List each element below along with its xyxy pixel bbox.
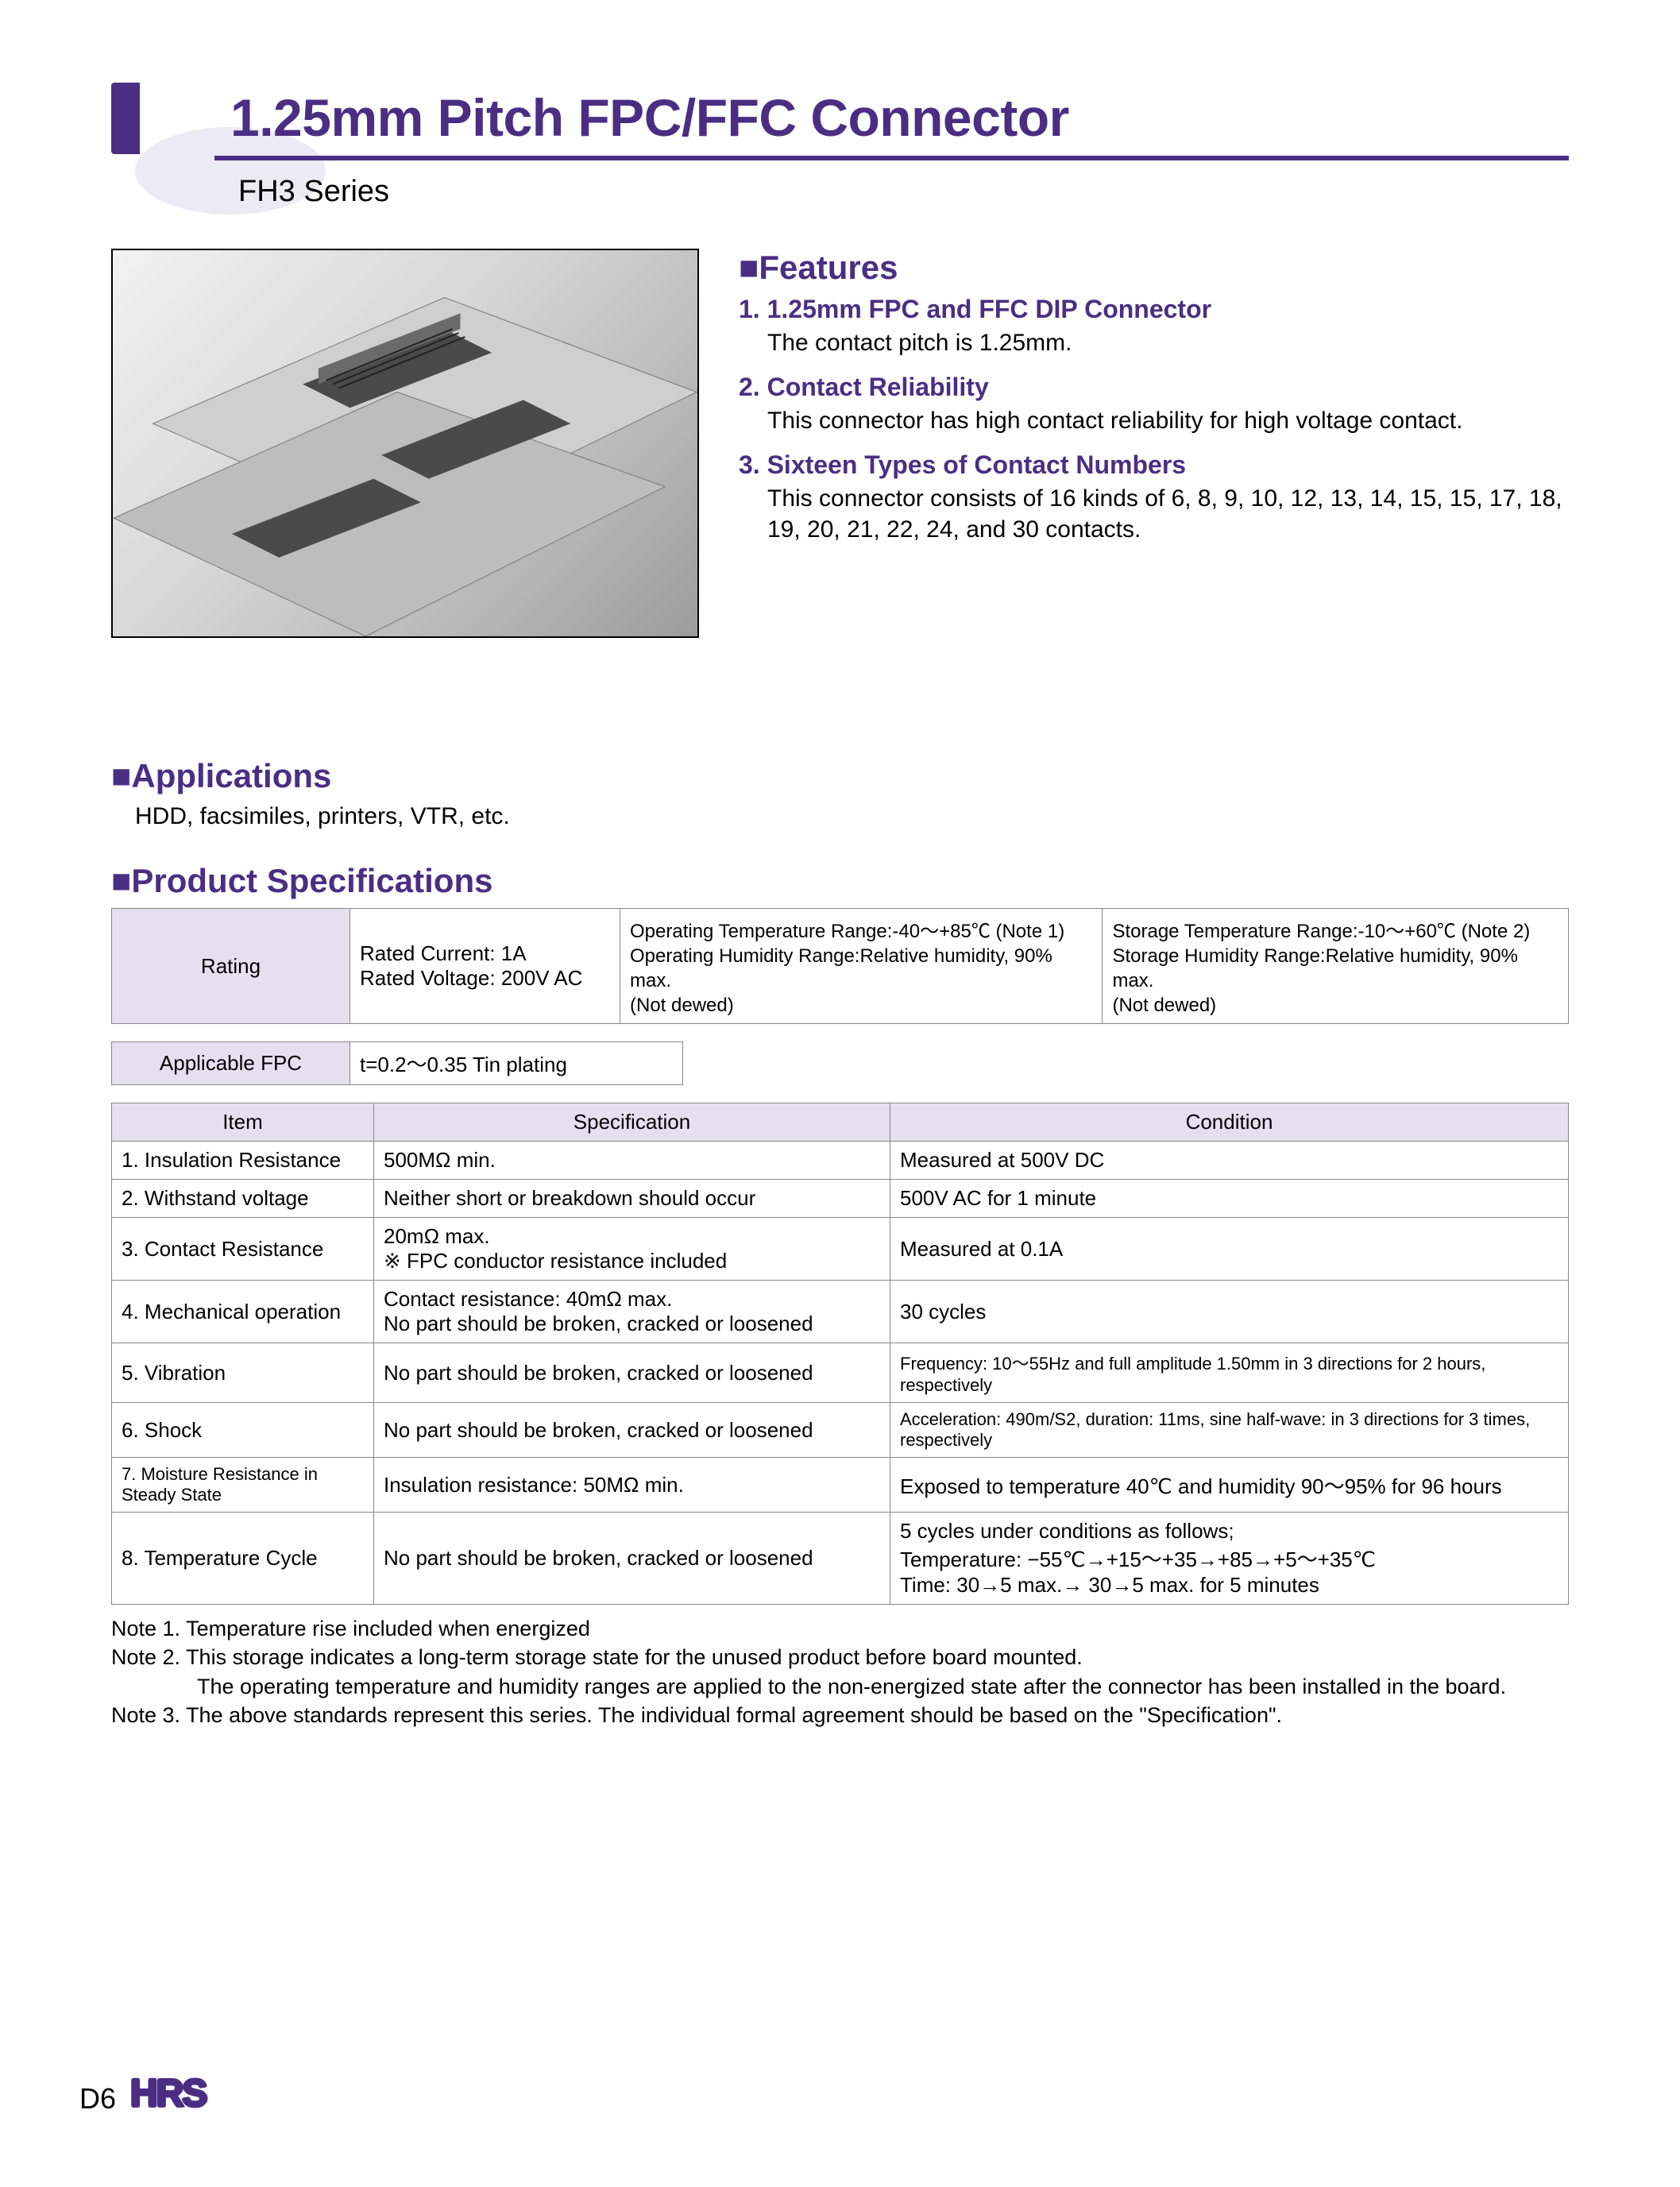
- series-label: FH3 Series: [238, 175, 1569, 209]
- hrs-logo-icon: HRS: [130, 2072, 206, 2116]
- features-heading: ■Features: [739, 249, 1569, 287]
- product-specifications-section: ■Product Specifications Rating Rated Cur…: [111, 862, 1569, 1730]
- page-footer: D6 HRS: [79, 2072, 206, 2116]
- note-1: Note 1. Temperature rise included when e…: [111, 1614, 1569, 1643]
- spec-cond-cell: Exposed to temperature 40℃ and humidity …: [890, 1458, 1569, 1513]
- prodspec-heading: ■Product Specifications: [111, 862, 1569, 900]
- fpc-label-cell: Applicable FPC: [112, 1042, 350, 1085]
- features-heading-text: Features: [759, 249, 898, 286]
- spec-spec-cell: No part should be broken, cracked or loo…: [374, 1403, 890, 1458]
- square-bullet-icon: ■: [739, 249, 759, 286]
- spec-item-cell: 5. Vibration: [112, 1343, 374, 1403]
- page-number: D6: [79, 2082, 116, 2116]
- rating-table: Rating Rated Current: 1A Rated Voltage: …: [111, 908, 1569, 1024]
- spec-spec-cell: 20mΩ max. ※ FPC conductor resistance inc…: [374, 1218, 890, 1281]
- square-bullet-icon: ■: [111, 862, 131, 899]
- spec-col-spec: Specification: [374, 1103, 890, 1142]
- note-2b: The operating temperature and humidity r…: [197, 1672, 1569, 1701]
- applications-body: HDD, facsimiles, printers, VTR, etc.: [135, 803, 1569, 830]
- spec-spec-cell: Insulation resistance: 50MΩ min.: [374, 1458, 890, 1513]
- spec-spec-cell: Contact resistance: 40mΩ max. No part sh…: [374, 1281, 890, 1343]
- spec-item-cell: 7. Moisture Resistance in Steady State: [112, 1458, 374, 1513]
- spec-table: Item Specification Condition 1. Insulati…: [111, 1103, 1569, 1605]
- spec-item-cell: 6. Shock: [112, 1403, 374, 1458]
- spec-cond-cell: Acceleration: 490m/S2, duration: 11ms, s…: [890, 1403, 1569, 1458]
- spec-spec-cell: 500MΩ min.: [374, 1142, 890, 1180]
- fpc-table: Applicable FPC t=0.2～0.35 Tin plating: [111, 1041, 683, 1085]
- spec-item-cell: 4. Mechanical operation: [112, 1281, 374, 1343]
- spec-spec-cell: No part should be broken, cracked or loo…: [374, 1343, 890, 1403]
- spec-item-cell: 8. Temperature Cycle: [112, 1513, 374, 1605]
- spec-cond-cell: 30 cycles: [890, 1281, 1569, 1343]
- rating-label-cell: Rating: [112, 909, 350, 1024]
- features-section: ■Features 1. 1.25mm FPC and FFC DIP Conn…: [739, 249, 1569, 638]
- operating-cell: Operating Temperature Range:-40～+85℃ (No…: [620, 909, 1103, 1024]
- note-2: Note 2. This storage indicates a long-te…: [111, 1643, 1569, 1671]
- table-row: 3. Contact Resistance20mΩ max. ※ FPC con…: [112, 1218, 1569, 1281]
- title-rule: [214, 156, 1569, 160]
- spec-col-cond: Condition: [890, 1103, 1569, 1142]
- notes-block: Note 1. Temperature rise included when e…: [111, 1614, 1569, 1730]
- spec-item-cell: 3. Contact Resistance: [112, 1218, 374, 1281]
- applications-section: ■Applications HDD, facsimiles, printers,…: [111, 757, 1569, 830]
- product-image: [111, 249, 699, 638]
- table-row: 7. Moisture Resistance in Steady StateIn…: [112, 1458, 1569, 1513]
- spec-col-item: Item: [112, 1103, 374, 1142]
- table-row: 6. ShockNo part should be broken, cracke…: [112, 1403, 1569, 1458]
- spec-cond-cell: Measured at 0.1A: [890, 1218, 1569, 1281]
- feature-2-title: 2. Contact Reliability: [739, 373, 1569, 402]
- feature-2-body: This connector has high contact reliabil…: [767, 405, 1569, 436]
- applications-heading-text: Applications: [131, 757, 331, 794]
- fpc-value-cell: t=0.2～0.35 Tin plating: [350, 1042, 683, 1085]
- spec-item-cell: 2. Withstand voltage: [112, 1180, 374, 1218]
- prodspec-heading-text: Product Specifications: [131, 862, 492, 899]
- feature-3-title: 3. Sixteen Types of Contact Numbers: [739, 450, 1569, 480]
- title-block: 1.25mm Pitch FPC/FFC Connector FH3 Serie…: [111, 87, 1569, 209]
- spec-item-cell: 1. Insulation Resistance: [112, 1142, 374, 1180]
- top-row: ■Features 1. 1.25mm FPC and FFC DIP Conn…: [111, 249, 1569, 638]
- spec-cond-cell: Measured at 500V DC: [890, 1142, 1569, 1180]
- spec-cond-cell: 500V AC for 1 minute: [890, 1180, 1569, 1218]
- connector-illustration-icon: [113, 250, 697, 636]
- spec-spec-cell: Neither short or breakdown should occur: [374, 1180, 890, 1218]
- table-row: 2. Withstand voltageNeither short or bre…: [112, 1180, 1569, 1218]
- spec-spec-cell: No part should be broken, cracked or loo…: [374, 1513, 890, 1605]
- table-row: 5. VibrationNo part should be broken, cr…: [112, 1343, 1569, 1403]
- table-row: 1. Insulation Resistance500MΩ min.Measur…: [112, 1142, 1569, 1180]
- note-3: Note 3. The above standards represent th…: [111, 1701, 1569, 1729]
- applications-heading: ■Applications: [111, 757, 1569, 795]
- table-row: 4. Mechanical operationContact resistanc…: [112, 1281, 1569, 1343]
- square-bullet-icon: ■: [111, 757, 131, 794]
- spec-cond-cell: 5 cycles under conditions as follows; Te…: [890, 1513, 1569, 1605]
- page-title: 1.25mm Pitch FPC/FFC Connector: [230, 87, 1569, 148]
- rated-cell: Rated Current: 1A Rated Voltage: 200V AC: [350, 909, 620, 1024]
- title-tab-icon: [111, 83, 140, 154]
- feature-1-title: 1. 1.25mm FPC and FFC DIP Connector: [739, 295, 1569, 324]
- feature-1-body: The contact pitch is 1.25mm.: [767, 327, 1569, 358]
- table-row: 8. Temperature CycleNo part should be br…: [112, 1513, 1569, 1605]
- feature-3-body: This connector consists of 16 kinds of 6…: [767, 483, 1569, 545]
- storage-cell: Storage Temperature Range:-10～+60℃ (Note…: [1103, 909, 1569, 1024]
- spec-cond-cell: Frequency: 10～55Hz and full amplitude 1.…: [890, 1343, 1569, 1403]
